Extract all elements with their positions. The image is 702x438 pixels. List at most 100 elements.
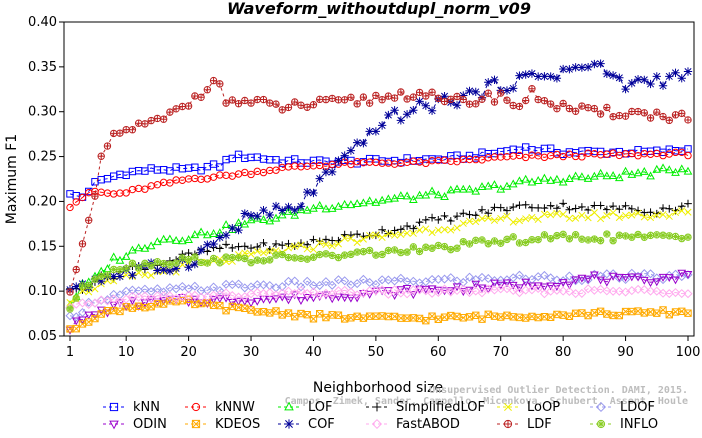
data-point xyxy=(228,96,237,104)
data-point xyxy=(609,149,617,157)
data-point xyxy=(533,283,543,294)
data-point xyxy=(622,212,630,220)
data-point xyxy=(490,237,499,245)
data-point xyxy=(178,254,187,262)
data-point xyxy=(396,273,406,283)
data-point xyxy=(546,175,556,184)
data-point xyxy=(278,250,286,259)
data-point xyxy=(159,291,169,301)
data-point xyxy=(221,288,231,298)
data-point xyxy=(309,203,318,212)
data-point xyxy=(472,100,480,108)
data-point xyxy=(458,277,468,287)
data-point xyxy=(359,235,367,243)
data-point xyxy=(277,282,287,292)
data-point xyxy=(403,222,411,230)
data-point xyxy=(665,212,673,220)
data-point xyxy=(215,244,224,253)
data-point xyxy=(128,297,137,306)
data-point xyxy=(272,240,280,248)
data-point xyxy=(191,92,199,100)
data-point xyxy=(215,295,225,304)
data-point xyxy=(146,294,156,304)
legend-item: INFLO xyxy=(590,417,658,432)
plot-area xyxy=(65,59,693,335)
data-point xyxy=(222,253,230,261)
data-point xyxy=(590,235,599,243)
data-point xyxy=(297,239,305,247)
data-point xyxy=(602,278,612,287)
data-point xyxy=(272,251,280,259)
data-point xyxy=(477,272,487,282)
legend-label: ODIN xyxy=(133,417,167,432)
data-point xyxy=(477,182,487,191)
data-point xyxy=(458,284,468,294)
data-point xyxy=(346,146,356,155)
data-point xyxy=(658,81,668,90)
data-point xyxy=(96,295,106,305)
data-point xyxy=(645,269,656,279)
data-point xyxy=(421,190,431,199)
data-point xyxy=(171,264,181,273)
data-point xyxy=(116,307,124,316)
data-point xyxy=(84,297,94,307)
data-point xyxy=(140,291,150,301)
data-point xyxy=(141,303,149,312)
data-point xyxy=(608,171,618,179)
data-point xyxy=(596,59,605,68)
data-point xyxy=(253,247,261,255)
data-point xyxy=(233,279,244,289)
data-point xyxy=(322,313,330,322)
data-point xyxy=(671,167,680,176)
data-point xyxy=(159,115,168,123)
data-point xyxy=(327,295,337,304)
x-tick-label: 40 xyxy=(305,345,322,360)
data-point xyxy=(253,256,261,264)
data-point xyxy=(571,204,580,213)
data-point xyxy=(459,209,468,218)
data-point xyxy=(190,260,200,269)
data-point xyxy=(572,214,580,222)
data-point xyxy=(165,266,175,276)
data-point xyxy=(272,100,280,108)
data-point xyxy=(452,283,462,292)
data-point xyxy=(571,231,580,239)
data-point xyxy=(340,151,349,160)
data-point xyxy=(147,116,155,125)
data-point xyxy=(322,235,330,244)
data-point xyxy=(203,240,212,249)
data-point xyxy=(359,93,368,101)
data-point xyxy=(128,304,137,312)
series-line xyxy=(69,167,689,306)
y-tick-label: 0.35 xyxy=(28,60,57,75)
data-point xyxy=(677,164,687,173)
data-point xyxy=(383,194,393,203)
data-point xyxy=(109,420,119,430)
data-point xyxy=(228,172,237,180)
data-point xyxy=(265,288,275,298)
data-point xyxy=(434,241,443,250)
data-point xyxy=(365,127,374,136)
data-point xyxy=(71,312,81,322)
legend-label: kNN xyxy=(133,400,160,415)
data-point xyxy=(234,218,243,227)
data-point xyxy=(521,174,531,183)
legend-item: LOF xyxy=(278,400,333,415)
data-point xyxy=(453,244,461,252)
data-point xyxy=(533,176,543,184)
data-point xyxy=(72,282,81,291)
data-point xyxy=(122,264,130,273)
data-point xyxy=(621,273,630,282)
data-point xyxy=(509,233,517,241)
data-point xyxy=(671,308,680,316)
data-point xyxy=(422,225,430,233)
data-point xyxy=(134,119,143,127)
data-point xyxy=(91,314,99,323)
data-point xyxy=(240,297,250,306)
x-tick-label: 10 xyxy=(118,345,135,360)
data-point xyxy=(559,152,567,161)
data-point xyxy=(271,213,281,222)
data-point xyxy=(177,281,187,292)
data-point xyxy=(178,261,186,269)
